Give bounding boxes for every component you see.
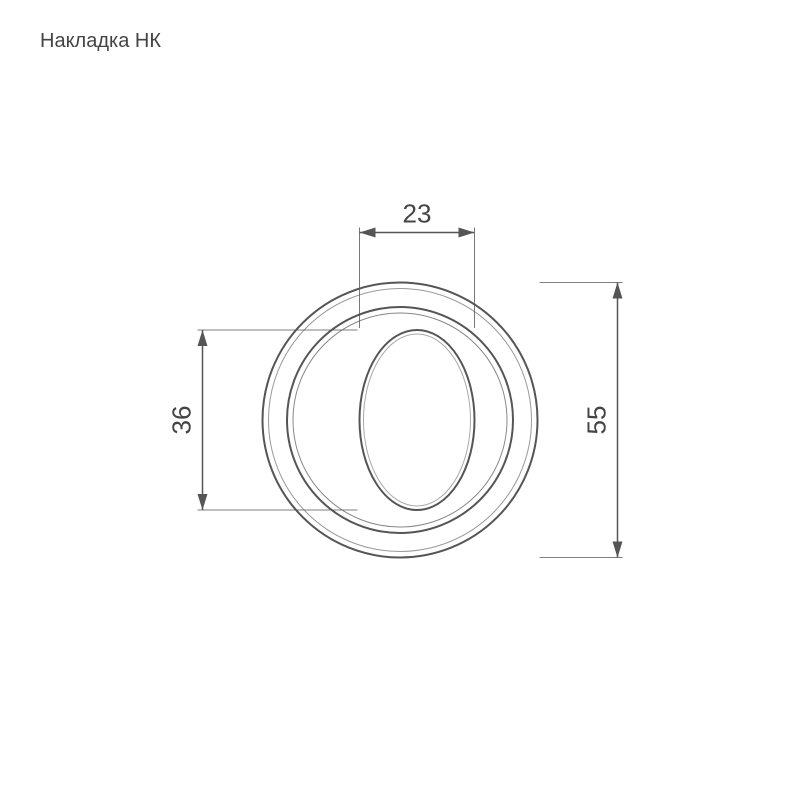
svg-text:55: 55 — [582, 406, 612, 435]
part-outline — [263, 283, 538, 558]
drawing-title: Накладка НК — [40, 30, 161, 53]
svg-text:23: 23 — [403, 199, 432, 229]
svg-text:36: 36 — [167, 406, 197, 435]
technical-drawing: 23 55 36 — [0, 0, 800, 800]
